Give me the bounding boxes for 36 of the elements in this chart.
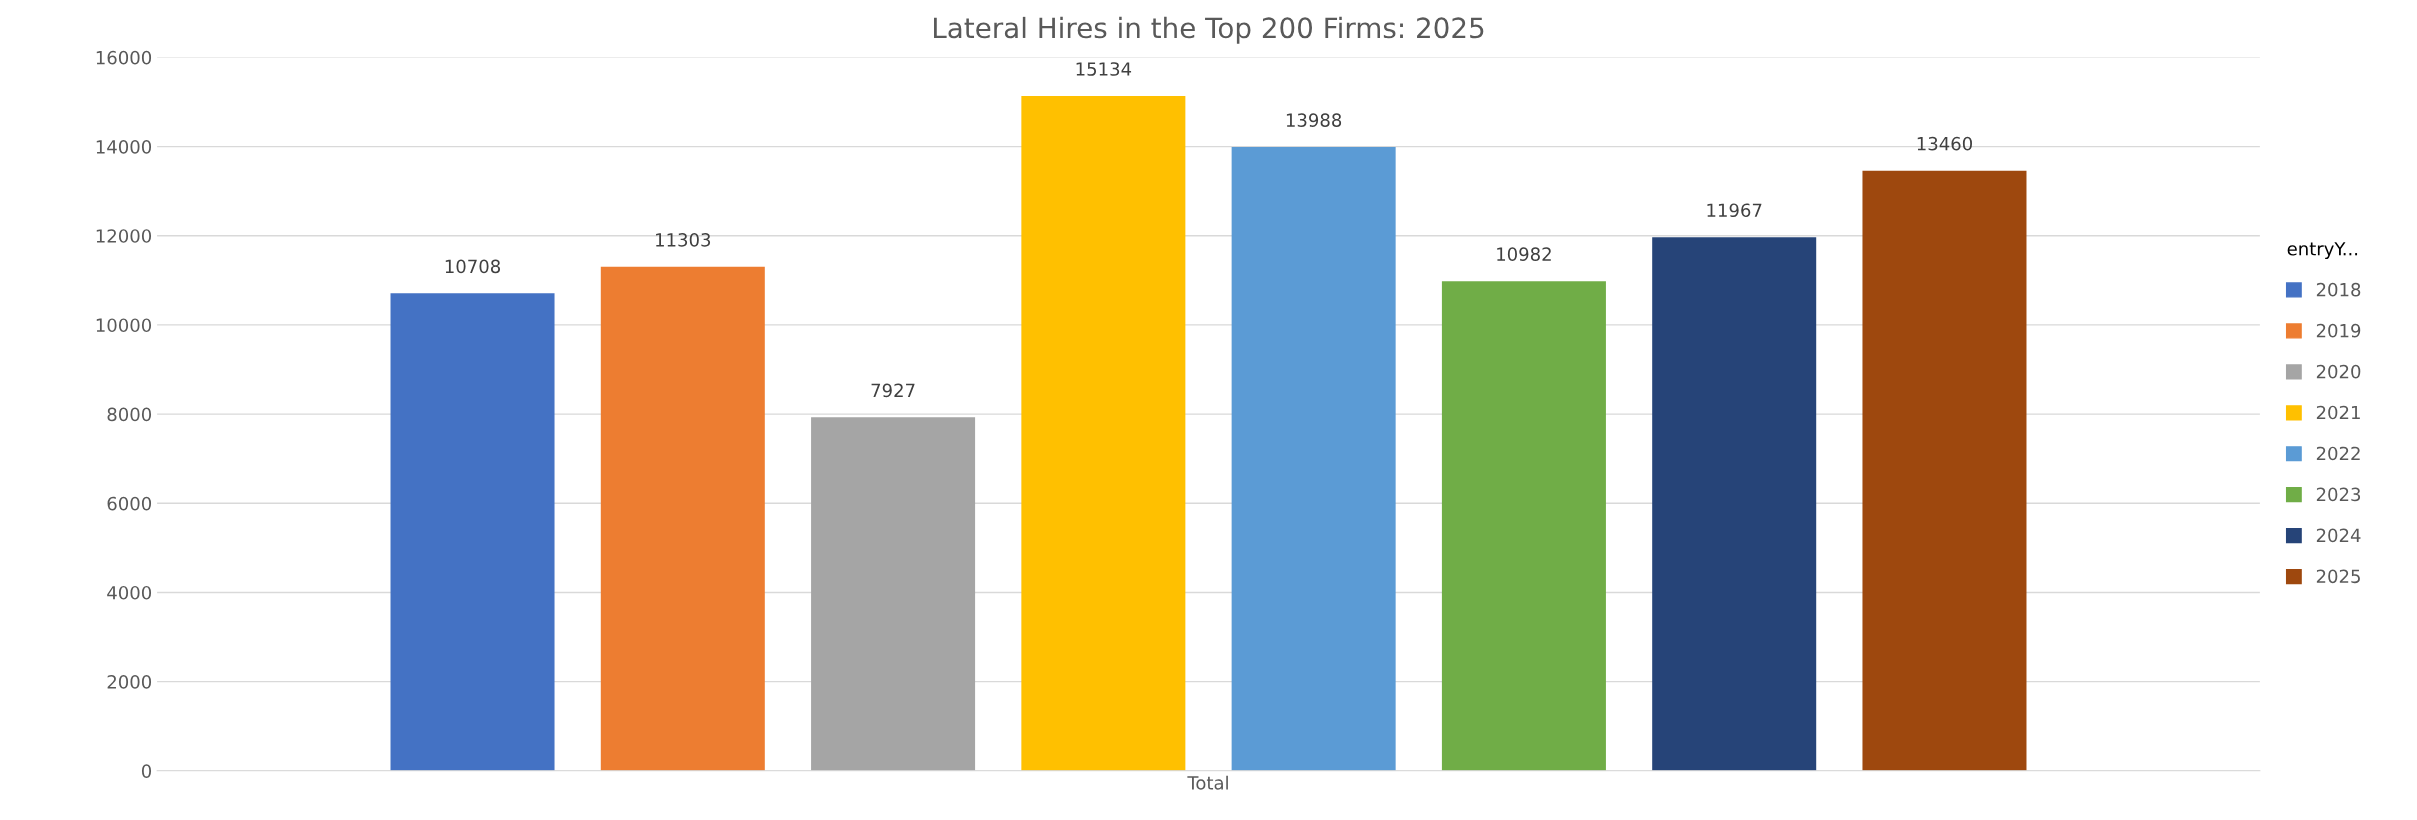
legend-title: entryY...: [2287, 242, 2358, 260]
y-tick-label: 8000: [107, 407, 152, 422]
legend-label: 2021: [2316, 405, 2360, 420]
y-tick-label: 0: [141, 764, 152, 778]
legend-label: 2023: [2316, 487, 2361, 502]
data-label: 11303: [656, 233, 711, 247]
bar: [1862, 170, 2027, 771]
legend-label: 2019: [2316, 323, 2361, 338]
bar: [811, 417, 976, 771]
data-label: 11967: [1707, 203, 1762, 218]
legend-label: 2022: [2316, 446, 2360, 461]
legend-label: 2025: [2316, 569, 2360, 584]
data-label: 10708: [445, 259, 501, 274]
y-tick-label: 10000: [96, 318, 152, 333]
y-tick-label: 14000: [96, 140, 152, 154]
y-tick-label: 6000: [107, 496, 152, 511]
data-label: 13460: [1917, 136, 1972, 151]
legend-label: 2018: [2316, 282, 2361, 297]
data-label: 10982: [1497, 247, 1551, 261]
data-label: 15134: [1076, 62, 1132, 76]
legend-label: 2020: [2316, 364, 2361, 379]
bar: [600, 266, 765, 771]
chart-title: Lateral Hires in the Top 200 Firms: 2025: [934, 16, 1484, 44]
bar: [390, 293, 555, 771]
bar: [1652, 237, 1817, 771]
data-label: 13988: [1286, 113, 1342, 127]
bar: [1231, 147, 1396, 771]
legend-label: 2024: [2316, 528, 2361, 543]
bar: [1021, 96, 1186, 771]
y-tick-label: 12000: [96, 229, 152, 243]
data-label: 7927: [871, 383, 915, 398]
y-tick-label: 2000: [107, 675, 152, 689]
y-tick-label: 4000: [107, 585, 152, 600]
bar: [1441, 281, 1606, 771]
x-tick-label: Total: [1187, 775, 1228, 790]
y-tick-label: 16000: [96, 50, 152, 65]
